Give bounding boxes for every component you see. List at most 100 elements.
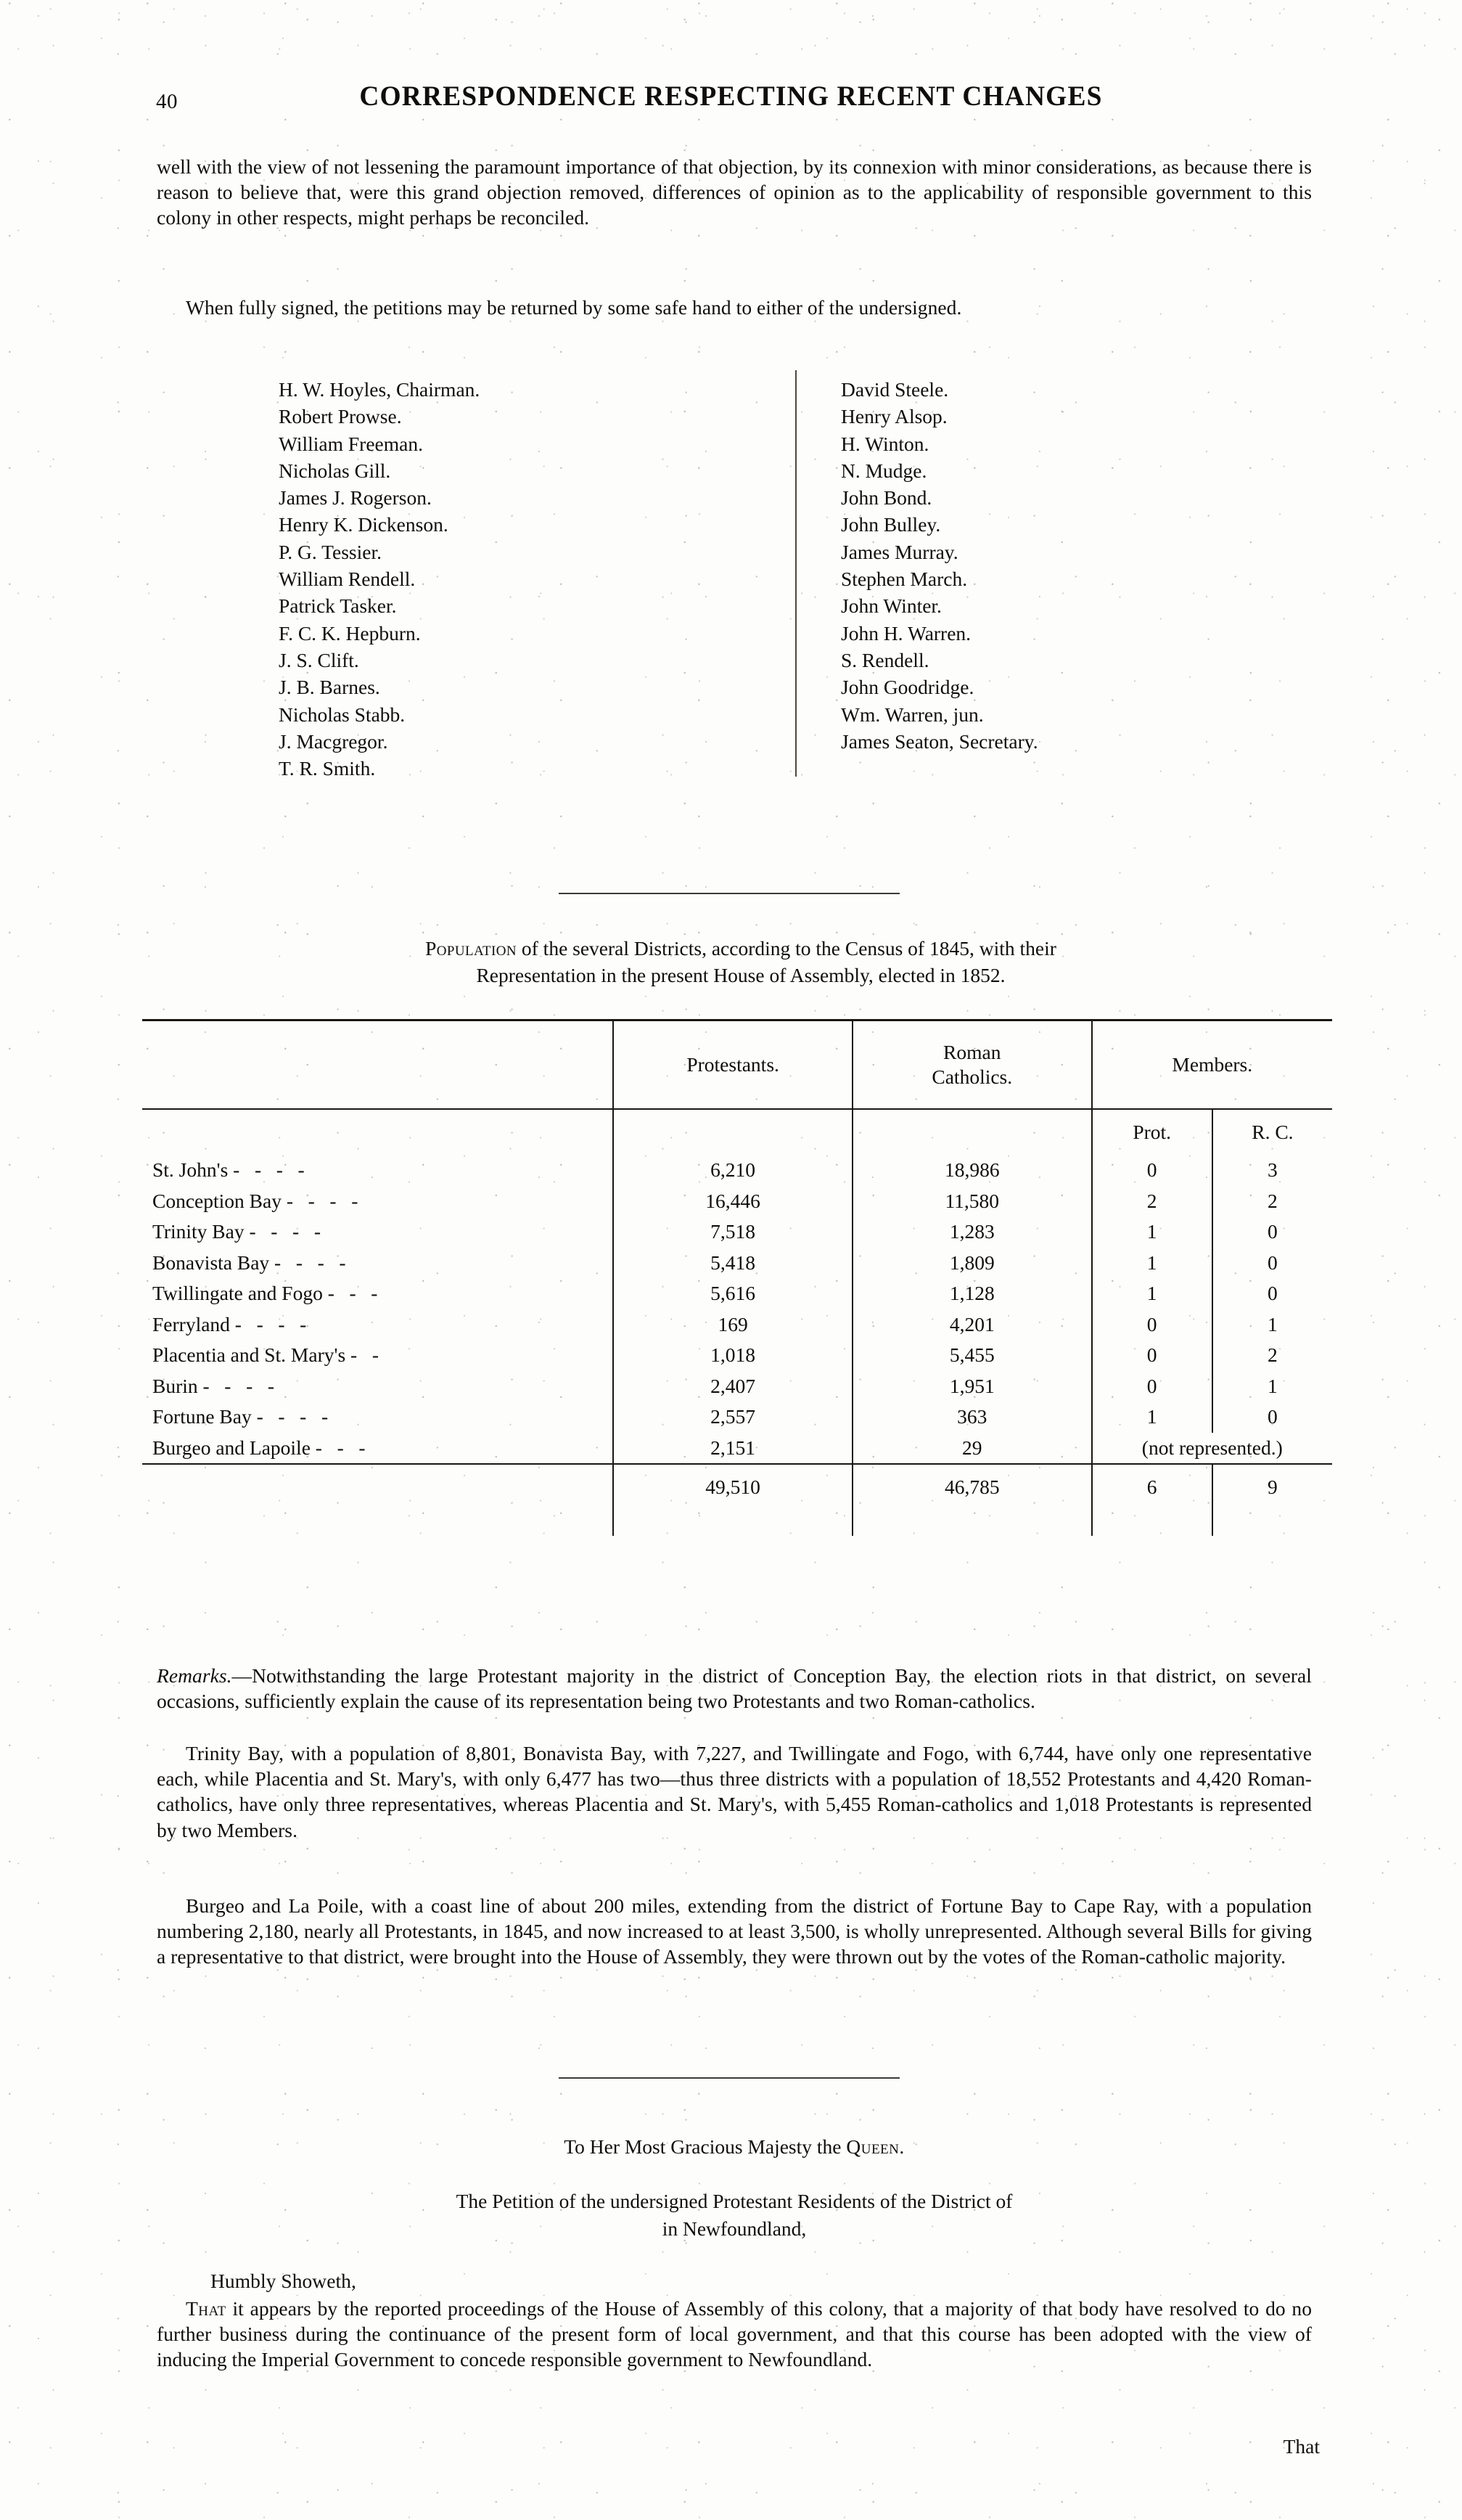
remarks-label: Remarks. <box>157 1664 232 1687</box>
cell-not-represented-note: (not represented.) <box>1091 1432 1332 1464</box>
header-members: Members. <box>1091 1019 1332 1109</box>
district-leader: - - <box>345 1343 379 1367</box>
cell-district: Trinity Bay - - - - <box>142 1216 613 1248</box>
cell-protestants: 7,518 <box>612 1216 853 1248</box>
cell-district: Placentia and St. Mary's - - <box>142 1340 613 1371</box>
list-item: Henry Alsop. <box>841 405 948 428</box>
district-name: Trinity Bay <box>152 1220 245 1243</box>
list-item: H. W. Hoyles, Chairman. <box>279 378 480 401</box>
list-item: Patrick Tasker. <box>279 594 397 618</box>
district-leader: - - - - <box>251 1405 329 1428</box>
district-leader: - - - <box>310 1436 366 1459</box>
table-header-row: Protestants. Roman Catholics. Members. <box>142 1019 1332 1109</box>
cell-district: Fortune Bay - - - - <box>142 1402 613 1433</box>
header-protestants: Protestants. <box>612 1019 853 1109</box>
table-row: Fortune Bay - - - - 2,557 363 1 0 <box>142 1402 1332 1433</box>
signatory-column-right: David Steele. Henry Alsop. H. Winton. N.… <box>841 376 1038 755</box>
list-item: John Bond. <box>841 486 932 510</box>
cell-district: Burgeo and Lapoile - - - <box>142 1433 613 1465</box>
catchword: That <box>1283 2435 1320 2458</box>
cell-members-rc: 0 <box>1211 1402 1332 1433</box>
cell-members-prot: 2 <box>1091 1185 1212 1216</box>
cell-members-rc: 2 <box>1211 1340 1332 1371</box>
remarks-paragraph-2: Trinity Bay, with a population of 8,801,… <box>157 1742 1312 1841</box>
cell-members-prot: 1 <box>1091 1247 1212 1278</box>
cell-roman-catholics: 1,128 <box>851 1278 1092 1309</box>
cell-members-prot: 1 <box>1091 1402 1212 1433</box>
list-item: Stephen March. <box>841 568 968 591</box>
district-name: Conception Bay <box>152 1189 282 1212</box>
cell-district: Bonavista Bay - - - - <box>142 1248 613 1279</box>
cell-roman-catholics: 18,986 <box>851 1155 1092 1186</box>
remarks-text-1: Notwithstanding the large Protestant maj… <box>157 1664 1312 1713</box>
cell-roman-catholics: 5,455 <box>851 1340 1092 1371</box>
section-divider-rule <box>559 893 900 894</box>
cell-protestants: 169 <box>612 1309 853 1340</box>
list-item: P. G. Tessier. <box>279 540 382 563</box>
cell-protestants: 6,210 <box>612 1155 853 1186</box>
district-name: Twillingate and Fogo <box>152 1282 323 1305</box>
cell-roman-catholics: 1,283 <box>851 1216 1092 1248</box>
district-leader: - - - - <box>269 1251 346 1274</box>
cell-protestants: 2,407 <box>612 1370 853 1402</box>
cell-protestants: 2,557 <box>612 1402 853 1433</box>
list-item: David Steele. <box>841 378 949 401</box>
cell-members-prot: 1 <box>1091 1216 1212 1248</box>
petition-showeth: Humbly Showeth, <box>210 2270 356 2292</box>
cell-roman-catholics: 1,809 <box>851 1247 1092 1278</box>
cell-members-rc: 3 <box>1211 1155 1332 1186</box>
running-head: 40 CORRESPONDENCE RESPECTING RECENT CHAN… <box>0 80 1462 113</box>
table-caption: Population of the several Districts, acc… <box>157 935 1325 989</box>
table-subheader-row: Prot. R. C. <box>142 1108 1332 1155</box>
table-row: Placentia and St. Mary's - - 1,018 5,455… <box>142 1340 1332 1371</box>
table-totals-row: 49,510 46,785 6 9 <box>142 1463 1332 1510</box>
cell-district: Burin - - - - <box>142 1371 613 1402</box>
remarks-paragraph-1: Remarks.—Notwithstanding the large Prote… <box>157 1663 1312 1714</box>
petition-address-queen: Queen. <box>846 2135 905 2158</box>
cell-members-prot: 0 <box>1091 1340 1212 1371</box>
district-name: Placentia and St. Mary's <box>152 1343 346 1367</box>
district-leader: - - - - <box>197 1374 275 1397</box>
table-row: Trinity Bay - - - - 7,518 1,283 1 0 <box>142 1216 1332 1248</box>
list-item: James J. Rogerson. <box>279 486 432 510</box>
signatory-divider-rule <box>795 370 797 777</box>
table-caption-line2: Representation in the present House of A… <box>476 964 1006 986</box>
population-table: Protestants. Roman Catholics. Members. P… <box>142 1019 1332 1536</box>
cell-district: Twillingate and Fogo - - - <box>142 1278 613 1309</box>
list-item: J. S. Clift. <box>279 648 359 671</box>
header-roman-catholics-line1: Roman <box>943 1041 1001 1063</box>
district-name: Burgeo and Lapoile <box>152 1436 311 1459</box>
cell-total-protestants: 49,510 <box>612 1463 853 1510</box>
petition-body-paragraph: That it appears by the reported proceedi… <box>157 2296 1312 2373</box>
subheader-blank <box>142 1108 614 1155</box>
cell-district: St. John's - - - - <box>142 1155 613 1186</box>
cell-total-roman-catholics: 46,785 <box>851 1463 1092 1510</box>
list-item: N. Mudge. <box>841 459 927 482</box>
cell-members-rc: 1 <box>1211 1309 1332 1340</box>
table-row: Ferryland - - - - 169 4,201 0 1 <box>142 1309 1332 1340</box>
district-name: St. John's <box>152 1158 229 1182</box>
cell-roman-catholics: 11,580 <box>851 1185 1092 1216</box>
cell-members-rc: 2 <box>1211 1185 1332 1216</box>
remarks-paragraph-3: Burgeo and La Poile, with a coast line o… <box>157 1894 1312 1968</box>
cell-members-rc: 0 <box>1211 1278 1332 1309</box>
cell-total-members-rc: 9 <box>1211 1463 1332 1510</box>
header-roman-catholics: Roman Catholics. <box>851 1019 1092 1109</box>
list-item: F. C. K. Hepburn. <box>279 621 421 645</box>
cell-protestants: 2,151 <box>612 1432 853 1464</box>
paragraph-continued: well with the view of not lessening the … <box>157 155 1312 229</box>
cell-district: Conception Bay - - - - <box>142 1186 613 1217</box>
list-item: John H. Warren. <box>841 621 972 645</box>
cell-protestants: 5,616 <box>612 1278 853 1309</box>
list-item: James Murray. <box>841 540 958 563</box>
petition-body-text: it appears by the reported proceedings o… <box>157 2297 1312 2371</box>
header-roman-catholics-line2: Catholics. <box>932 1065 1013 1088</box>
petition-intro-line-1: The Petition of the undersigned Protesta… <box>456 2190 1013 2212</box>
list-item: S. Rendell. <box>841 648 929 671</box>
table-row: Conception Bay - - - - 16,446 11,580 2 2 <box>142 1185 1332 1217</box>
district-leader: - - - <box>322 1282 378 1305</box>
running-head-title: CORRESPONDENCE RESPECTING RECENT CHANGES <box>359 81 1103 112</box>
table-row: St. John's - - - - 6,210 18,986 0 3 <box>142 1155 1332 1186</box>
cell-protestants: 16,446 <box>612 1185 853 1216</box>
